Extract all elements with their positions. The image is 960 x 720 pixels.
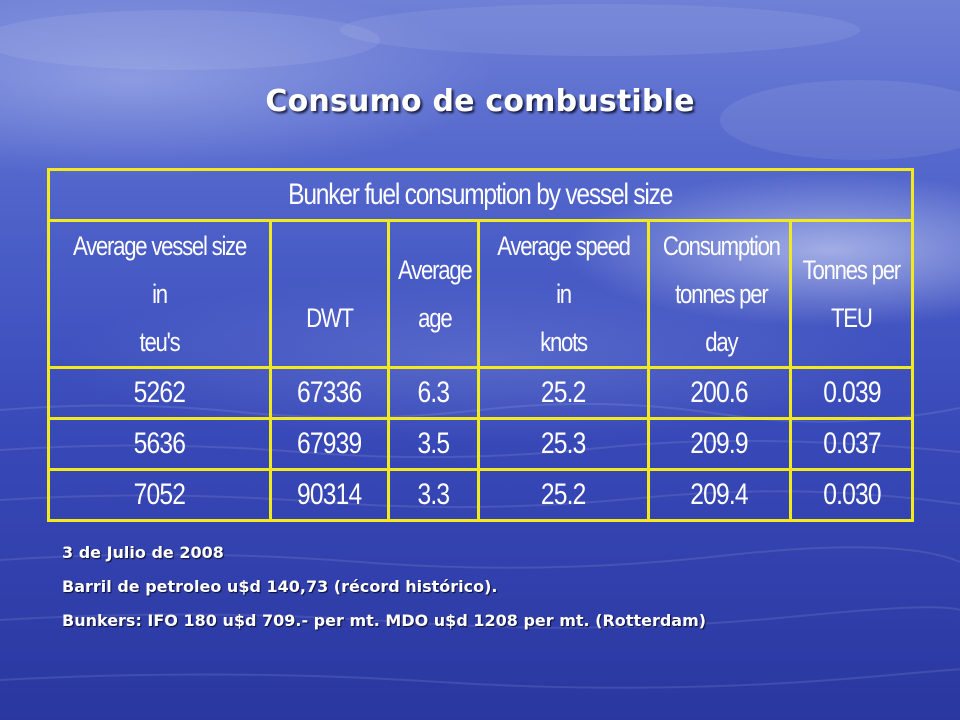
note-bunkers: Bunkers: IFO 180 u$d 709.- per mt. MDO u… xyxy=(62,611,707,630)
column-header-dwt: DWT xyxy=(269,219,390,369)
cell-tonnes-per-teu: 0.037 xyxy=(788,417,915,471)
cell-dwt: 67336 xyxy=(269,366,390,420)
cell-age: 3.3 xyxy=(387,468,480,522)
cell-tonnes-per-teu: 0.039 xyxy=(788,366,915,420)
fuel-consumption-table: Bunker fuel consumption by vessel size A… xyxy=(46,168,915,522)
cell-consumption: 200.6 xyxy=(647,366,792,420)
cell-consumption: 209.9 xyxy=(647,417,792,471)
column-header-speed: Average speed in knots xyxy=(477,219,650,369)
cell-speed: 25.2 xyxy=(477,366,650,420)
cell-vessel-size: 5636 xyxy=(47,417,272,471)
cell-dwt: 67939 xyxy=(269,417,390,471)
cell-vessel-size: 7052 xyxy=(47,468,272,522)
cell-speed: 25.2 xyxy=(477,468,650,522)
table-row: 5262 67336 6.3 25.2 200.6 0.039 xyxy=(47,366,915,420)
cell-dwt: 90314 xyxy=(269,468,390,522)
cell-vessel-size: 5262 xyxy=(47,366,272,420)
column-header-vessel-size: Average vessel size in teu's xyxy=(47,219,272,369)
cell-consumption: 209.4 xyxy=(647,468,792,522)
note-oil-price: Barril de petroleo u$d 140,73 (récord hi… xyxy=(62,577,498,596)
cell-tonnes-per-teu: 0.030 xyxy=(788,468,915,522)
note-date: 3 de Julio de 2008 xyxy=(62,543,224,562)
column-header-age: Average age xyxy=(387,219,480,369)
cell-age: 3.5 xyxy=(387,417,480,471)
column-header-consumption: Consumption tonnes per day xyxy=(647,219,792,369)
page-title: Consumo de combustible xyxy=(265,84,695,119)
table-row: 7052 90314 3.3 25.2 209.4 0.030 xyxy=(47,468,915,522)
table-caption: Bunker fuel consumption by vessel size xyxy=(46,168,915,222)
column-header-tonnes-per-teu: Tonnes per TEU xyxy=(788,219,915,369)
notes-block: 3 de Julio de 2008 Barril de petroleo u$… xyxy=(62,542,922,644)
table-row: 5636 67939 3.5 25.3 209.9 0.037 xyxy=(47,417,915,471)
cell-speed: 25.3 xyxy=(477,417,650,471)
cell-age: 6.3 xyxy=(387,366,480,420)
